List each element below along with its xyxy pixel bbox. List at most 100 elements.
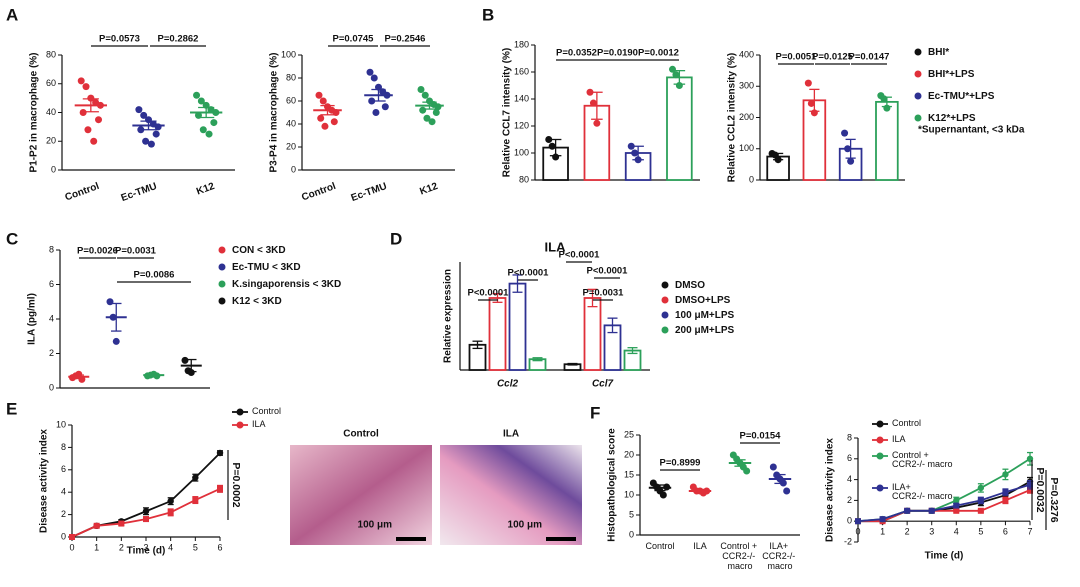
panel-label: D xyxy=(390,229,402,248)
data-point xyxy=(321,122,329,130)
legend-marker xyxy=(876,452,884,460)
legend-label: ILA xyxy=(892,434,906,444)
line xyxy=(858,489,1031,523)
data-point xyxy=(381,103,389,111)
data-point xyxy=(96,101,104,109)
x-tick-label: 6 xyxy=(217,542,222,552)
x-tick-label: Control xyxy=(300,181,337,204)
x-tick-label: 4 xyxy=(954,527,959,537)
x-tick-label: 5 xyxy=(978,527,983,537)
marker xyxy=(69,534,75,540)
y-tick-label: 60 xyxy=(46,78,56,88)
data-point xyxy=(545,136,553,143)
data-point xyxy=(197,97,205,105)
data-point xyxy=(109,313,117,321)
p-value: P=0.0190 xyxy=(597,48,638,59)
data-point xyxy=(319,97,327,105)
bar xyxy=(508,282,527,371)
y-tick-label: 6 xyxy=(49,279,54,289)
x-tick-label: 4 xyxy=(168,542,173,552)
data-point xyxy=(154,123,162,131)
p-value: P<0.0001 xyxy=(559,250,601,261)
data-point xyxy=(586,88,594,96)
legend-marker xyxy=(914,114,922,122)
p-value: P=0.0147 xyxy=(849,52,890,63)
y-tick-label: 0 xyxy=(51,164,56,174)
y-tick-label: 8 xyxy=(49,244,54,254)
data-point xyxy=(317,114,325,122)
legend-marker xyxy=(218,280,226,288)
y-tick-label: 20 xyxy=(286,141,296,151)
data-point xyxy=(370,74,378,82)
y-tick-label: -2 xyxy=(844,536,852,546)
scale-label: 100 μm xyxy=(358,520,393,531)
y-tick-label: 0 xyxy=(847,516,852,526)
x-axis-label: Time (d) xyxy=(925,551,964,562)
data-point xyxy=(212,109,220,116)
p-value: P=0.8999 xyxy=(660,458,701,469)
y-tick-label: 80 xyxy=(46,49,56,59)
y-tick-label: 80 xyxy=(519,174,529,184)
panel-label: B xyxy=(482,5,494,24)
y-axis-label: P3-P4 in macrophage (%) xyxy=(269,52,280,172)
data-point xyxy=(631,149,639,157)
legend-marker xyxy=(876,420,884,428)
legend-marker xyxy=(661,326,669,334)
x-tick-label: ILA xyxy=(693,541,707,551)
data-point xyxy=(95,116,103,124)
p-value: P=0.0051 xyxy=(776,52,818,63)
p-value: P=0.0012 xyxy=(638,48,679,59)
x-tick-label: Ec-TMU xyxy=(350,181,389,204)
marker xyxy=(855,518,861,525)
data-point xyxy=(417,86,425,93)
data-point xyxy=(880,95,888,103)
marker xyxy=(904,507,911,514)
data-point xyxy=(202,101,210,109)
line xyxy=(857,483,1031,523)
data-point xyxy=(153,372,161,380)
note: *Supernantant, <3 kDa xyxy=(918,125,1025,136)
x-tick-label: 7 xyxy=(1027,527,1032,537)
data-point xyxy=(181,356,189,364)
x-tick-label: 3 xyxy=(929,527,934,537)
y-tick-label: 140 xyxy=(514,93,529,103)
data-point xyxy=(79,109,87,116)
data-point xyxy=(84,126,92,134)
y-tick-label: 100 xyxy=(739,143,754,153)
y-axis-label: P1-P2 in macrophage (%) xyxy=(29,52,40,172)
data-point xyxy=(330,118,338,126)
p-value: P=0.0032 xyxy=(1034,467,1046,512)
data-point xyxy=(434,103,442,111)
y-tick-label: 0 xyxy=(291,164,296,174)
y-tick-label: 100 xyxy=(281,49,296,59)
data-point xyxy=(675,82,683,89)
x-tick-label: Ccl2 xyxy=(497,379,519,390)
data-point xyxy=(672,71,680,79)
histology-image xyxy=(290,445,432,545)
x-tick-label: 2 xyxy=(905,527,910,537)
marker xyxy=(192,497,199,504)
y-tick-label: 300 xyxy=(739,81,754,91)
legend-label: DMSO+LPS xyxy=(675,295,731,306)
histology-image xyxy=(440,445,582,545)
p-value: P=0.0352 xyxy=(556,48,597,59)
x-tick-label: ILA+ CCR2-/- macro xyxy=(762,541,798,571)
x-tick-label: Ec-TMU xyxy=(120,181,159,204)
p-value: P=0.2546 xyxy=(385,34,426,45)
x-tick-label: 5 xyxy=(193,542,198,552)
legend-label: Control + CCR2-/- macro xyxy=(892,450,953,469)
data-point xyxy=(147,140,155,148)
y-tick-label: 180 xyxy=(514,39,529,49)
x-tick-label: 3 xyxy=(143,542,148,552)
x-tick-label: Control xyxy=(645,541,674,551)
y-tick-label: 0 xyxy=(49,382,54,392)
x-tick-label: Control + CCR2-/- macro xyxy=(720,541,759,571)
y-tick-label: 100 xyxy=(514,147,529,157)
legend-marker xyxy=(236,408,244,416)
y-tick-label: 160 xyxy=(514,66,529,76)
legend-label: ILA xyxy=(252,419,266,429)
y-tick-label: 4 xyxy=(847,474,852,484)
data-point xyxy=(659,491,667,499)
y-tick-label: 400 xyxy=(739,49,754,59)
data-point xyxy=(187,368,195,376)
